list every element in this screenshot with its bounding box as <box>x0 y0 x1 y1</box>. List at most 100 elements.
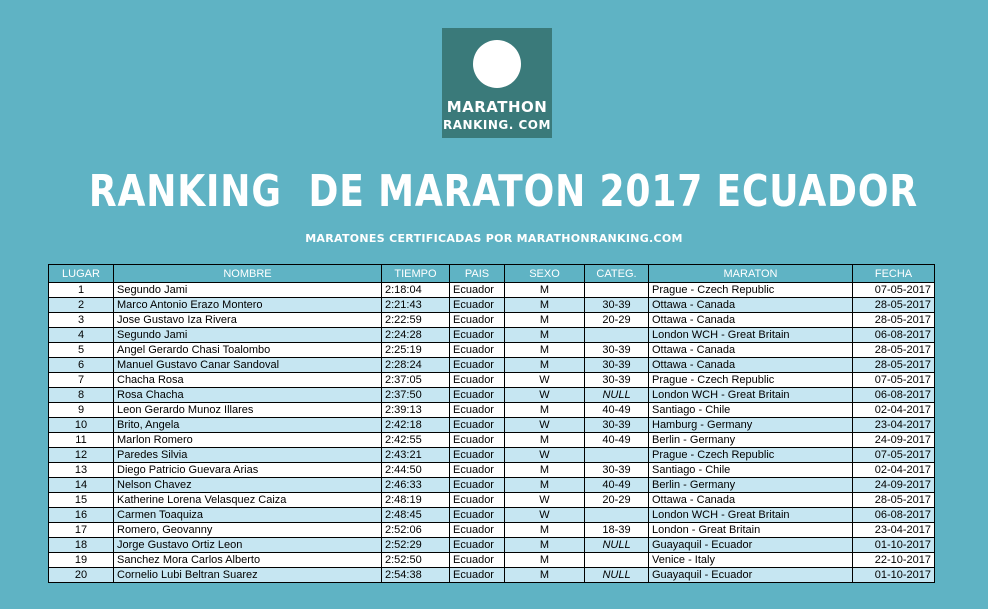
header-sexo: SEXO <box>504 264 585 283</box>
cell-categ: 40-49 <box>584 432 649 448</box>
cell-nombre: Brito, Angela <box>113 417 382 433</box>
cell-nombre: Carmen Toaquiza <box>113 507 382 523</box>
cell-categ: 30-39 <box>584 357 649 373</box>
cell-lugar: 2 <box>48 297 114 313</box>
table-row: 6 Manuel Gustavo Canar Sandoval 2:28:24 Ecu… <box>48 357 935 373</box>
cell-categ: NULL <box>584 387 649 403</box>
cell-fecha: 28-05-2017 <box>852 342 935 358</box>
cell-sexo: M <box>504 297 585 313</box>
cell-pais: Ecuador <box>449 567 505 583</box>
cell-fecha: 28-05-2017 <box>852 312 935 328</box>
cell-maraton: Ottawa - Canada <box>648 297 853 313</box>
cell-sexo: M <box>504 327 585 343</box>
cell-categ: 30-39 <box>584 417 649 433</box>
cell-nombre: Chacha Rosa <box>113 372 382 388</box>
table-row: 16 Carmen Toaquiza 2:48:45 Ecuador W London W… <box>48 507 935 523</box>
table-header-row: LUGAR NOMBRE TIEMPO PAIS SEXO CATEG. MAR… <box>48 264 935 283</box>
cell-lugar: 3 <box>48 312 114 328</box>
page-title: RANKING DE MARATON 2017 ECUADOR <box>88 166 918 217</box>
table-row: 18 Jorge Gustavo Ortiz Leon 2:52:29 Ecuador… <box>48 537 935 553</box>
cell-tiempo: 2:44:50 <box>381 462 450 478</box>
cell-sexo: W <box>504 447 585 463</box>
cell-sexo: W <box>504 372 585 388</box>
cell-tiempo: 2:37:05 <box>381 372 450 388</box>
cell-sexo: M <box>504 432 585 448</box>
cell-pais: Ecuador <box>449 342 505 358</box>
cell-maraton: Santiago - Chile <box>648 402 853 418</box>
cell-pais: Ecuador <box>449 402 505 418</box>
cell-pais: Ecuador <box>449 462 505 478</box>
cell-maraton: Ottawa - Canada <box>648 357 853 373</box>
table-row: 7 Chacha Rosa 2:37:05 Ecuador W 30-39 Prague -… <box>48 372 935 388</box>
cell-tiempo: 2:25:19 <box>381 342 450 358</box>
cell-categ <box>584 282 649 298</box>
cell-maraton: Prague - Czech Republic <box>648 447 853 463</box>
cell-nombre: Segundo Jami <box>113 282 382 298</box>
cell-sexo: M <box>504 567 585 583</box>
cell-pais: Ecuador <box>449 507 505 523</box>
table-row: 17 Romero, Geovanny 2:52:06 Ecuador M 18-39 Lo… <box>48 522 935 538</box>
cell-sexo: M <box>504 312 585 328</box>
table-row: 4 Segundo Jami 2:24:28 Ecuador M London WCH -… <box>48 327 935 343</box>
cell-sexo: M <box>504 282 585 298</box>
cell-sexo: M <box>504 357 585 373</box>
cell-maraton: London - Great Britain <box>648 522 853 538</box>
cell-tiempo: 2:42:18 <box>381 417 450 433</box>
cell-sexo: M <box>504 522 585 538</box>
cell-maraton: Venice - Italy <box>648 552 853 568</box>
cell-nombre: Jorge Gustavo Ortiz Leon <box>113 537 382 553</box>
cell-nombre: Segundo Jami <box>113 327 382 343</box>
cell-maraton: Ottawa - Canada <box>648 312 853 328</box>
cell-sexo: W <box>504 387 585 403</box>
cell-nombre: Nelson Chavez <box>113 477 382 493</box>
cell-categ: 40-49 <box>584 402 649 418</box>
cell-maraton: London WCH - Great Britain <box>648 507 853 523</box>
cell-fecha: 06-08-2017 <box>852 387 935 403</box>
cell-tiempo: 2:39:13 <box>381 402 450 418</box>
cell-tiempo: 2:22:59 <box>381 312 450 328</box>
cell-categ <box>584 552 649 568</box>
cell-sexo: M <box>504 552 585 568</box>
cell-nombre: Rosa Chacha <box>113 387 382 403</box>
cell-sexo: W <box>504 417 585 433</box>
cell-sexo: W <box>504 492 585 508</box>
cell-pais: Ecuador <box>449 327 505 343</box>
cell-lugar: 10 <box>48 417 114 433</box>
cell-categ: 30-39 <box>584 297 649 313</box>
cell-pais: Ecuador <box>449 492 505 508</box>
cell-categ: 30-39 <box>584 342 649 358</box>
cell-lugar: 19 <box>48 552 114 568</box>
cell-nombre: Romero, Geovanny <box>113 522 382 538</box>
cell-pais: Ecuador <box>449 372 505 388</box>
cell-categ: 20-29 <box>584 312 649 328</box>
cell-lugar: 1 <box>48 282 114 298</box>
header-nombre: NOMBRE <box>113 264 382 283</box>
cell-tiempo: 2:42:55 <box>381 432 450 448</box>
cell-tiempo: 2:52:06 <box>381 522 450 538</box>
cell-lugar: 13 <box>48 462 114 478</box>
marathon-ranking-logo: MARATHON RANKING. COM <box>442 28 552 138</box>
cell-fecha: 24-09-2017 <box>852 477 935 493</box>
cell-tiempo: 2:54:38 <box>381 567 450 583</box>
cell-categ <box>584 447 649 463</box>
cell-fecha: 28-05-2017 <box>852 357 935 373</box>
header-maraton: MARATON <box>648 264 853 283</box>
cell-lugar: 4 <box>48 327 114 343</box>
cell-categ <box>584 507 649 523</box>
table-row: 1 Segundo Jami 2:18:04 Ecuador M Prague - Cze… <box>48 282 935 298</box>
cell-tiempo: 2:37:50 <box>381 387 450 403</box>
header-lugar: LUGAR <box>48 264 114 283</box>
cell-nombre: Leon Gerardo Munoz Illares <box>113 402 382 418</box>
cell-sexo: M <box>504 477 585 493</box>
cell-maraton: Berlin - Germany <box>648 477 853 493</box>
cell-maraton: Berlin - Germany <box>648 432 853 448</box>
cell-tiempo: 2:28:24 <box>381 357 450 373</box>
cell-pais: Ecuador <box>449 522 505 538</box>
cell-nombre: Diego Patricio Guevara Arias <box>113 462 382 478</box>
cell-fecha: 01-10-2017 <box>852 567 935 583</box>
cell-lugar: 11 <box>48 432 114 448</box>
cell-lugar: 8 <box>48 387 114 403</box>
cell-lugar: 14 <box>48 477 114 493</box>
logo-line-2: RANKING. COM <box>443 118 551 132</box>
cell-nombre: Jose Gustavo Iza Rivera <box>113 312 382 328</box>
